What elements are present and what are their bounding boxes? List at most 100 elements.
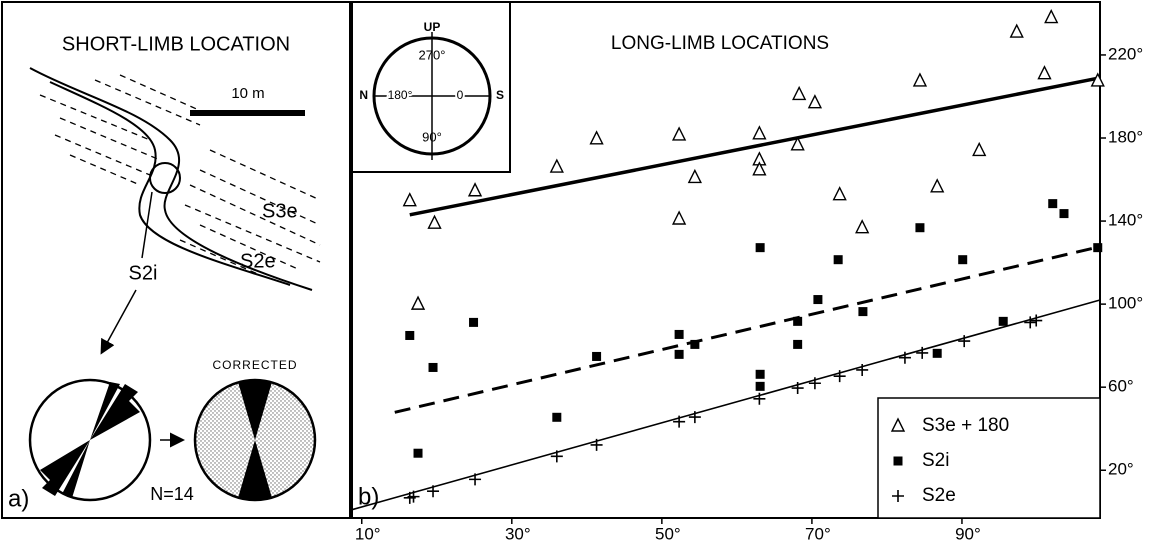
y-tick-label: 220° — [1108, 44, 1143, 63]
point — [855, 219, 870, 234]
fit-line — [351, 299, 1101, 511]
legend-label: S2i — [922, 450, 949, 471]
point — [1030, 314, 1043, 327]
point — [550, 450, 563, 463]
inset-label: 90° — [422, 129, 442, 144]
count-label: N=14 — [150, 484, 194, 504]
panel-label: a) — [8, 485, 29, 512]
site-circle — [149, 162, 181, 194]
legend-marker — [892, 490, 904, 502]
point — [469, 317, 479, 327]
y-tick-label: 100° — [1108, 294, 1143, 313]
point — [912, 72, 928, 87]
inset-label: 0 — [457, 88, 464, 102]
point — [958, 335, 971, 348]
point — [793, 339, 803, 349]
point — [690, 339, 700, 349]
inset: UP 270° N 180° 0 S 90° — [351, 1, 511, 173]
label-s2e: S2e — [240, 250, 276, 272]
inset-frame — [351, 1, 511, 173]
point — [674, 349, 684, 359]
point — [998, 316, 1008, 326]
fold-trace — [29, 67, 313, 291]
point — [413, 448, 423, 458]
leader — [141, 191, 153, 259]
inset-label: 180° — [388, 88, 413, 102]
point — [467, 182, 483, 197]
point — [590, 438, 603, 451]
point — [793, 316, 803, 326]
chart-title: LONG-LIMB LOCATIONS — [611, 33, 829, 54]
plot-layer: 10° 30° 50° 70° 90° 20° 60° 100° 140° 180° 220° S3e… — [351, 9, 1143, 543]
point — [1048, 199, 1058, 209]
y-tick-label: 140° — [1108, 211, 1143, 230]
point — [407, 490, 420, 503]
point — [752, 161, 767, 176]
point — [405, 330, 415, 340]
point — [671, 210, 687, 225]
point — [755, 381, 765, 391]
point — [410, 295, 426, 310]
point — [1059, 209, 1069, 219]
point — [833, 370, 846, 383]
legend-label: S3e + 180 — [922, 415, 1009, 436]
point — [687, 168, 702, 184]
corrected-label: CORRECTED — [212, 358, 297, 372]
legend-label: S2e — [922, 485, 956, 506]
point — [808, 377, 821, 390]
point — [688, 411, 701, 424]
point — [674, 329, 684, 339]
fit-line — [394, 245, 1101, 414]
x-tick-label: 30° — [505, 524, 531, 543]
point — [932, 348, 942, 358]
x-tick-label: 50° — [655, 524, 681, 543]
point — [402, 192, 417, 207]
arrow — [100, 289, 137, 355]
point — [589, 130, 604, 145]
y-tick-label: 20° — [1108, 460, 1134, 479]
y-tick-label: 60° — [1108, 377, 1134, 396]
x-tick-label: 70° — [805, 524, 831, 543]
point — [807, 94, 823, 109]
point — [427, 214, 442, 229]
point — [469, 473, 482, 486]
point — [833, 255, 843, 265]
point — [1044, 9, 1059, 24]
x-tick-label: 90° — [955, 524, 981, 543]
rose-wedges — [40, 382, 140, 498]
plot-frame — [351, 1, 1101, 519]
inset-label: N — [359, 88, 368, 102]
legend-marker — [893, 456, 903, 466]
label-s2i: S2i — [129, 262, 158, 284]
point — [752, 125, 767, 140]
x-tick-label: 10° — [355, 524, 381, 543]
point — [972, 141, 987, 157]
fit-line — [409, 76, 1101, 217]
point — [916, 346, 929, 359]
legend-frame — [877, 397, 1101, 519]
point — [958, 255, 968, 265]
point — [930, 178, 945, 193]
label-s3e: S3e — [262, 200, 298, 222]
point — [790, 136, 805, 151]
point — [1090, 72, 1105, 87]
point — [898, 351, 911, 364]
point — [753, 392, 766, 405]
rose-wedges — [238, 380, 272, 500]
point — [792, 85, 807, 101]
inset-label: S — [496, 88, 504, 102]
panel-a: SHORT-LIMB LOCATION 10 m S3e S2e S2i COR… — [1, 1, 351, 519]
point — [832, 186, 847, 201]
scale-label: 10 m — [231, 85, 264, 102]
point — [552, 412, 562, 422]
panel-frame — [1, 1, 351, 519]
point — [858, 307, 868, 317]
point — [856, 363, 869, 376]
point — [915, 223, 925, 233]
inset-label: UP — [424, 20, 441, 34]
inset-label: 270° — [419, 47, 446, 62]
point — [1093, 243, 1103, 253]
point — [549, 158, 564, 173]
panel-title: SHORT-LIMB LOCATION — [62, 33, 290, 55]
point — [673, 415, 686, 428]
